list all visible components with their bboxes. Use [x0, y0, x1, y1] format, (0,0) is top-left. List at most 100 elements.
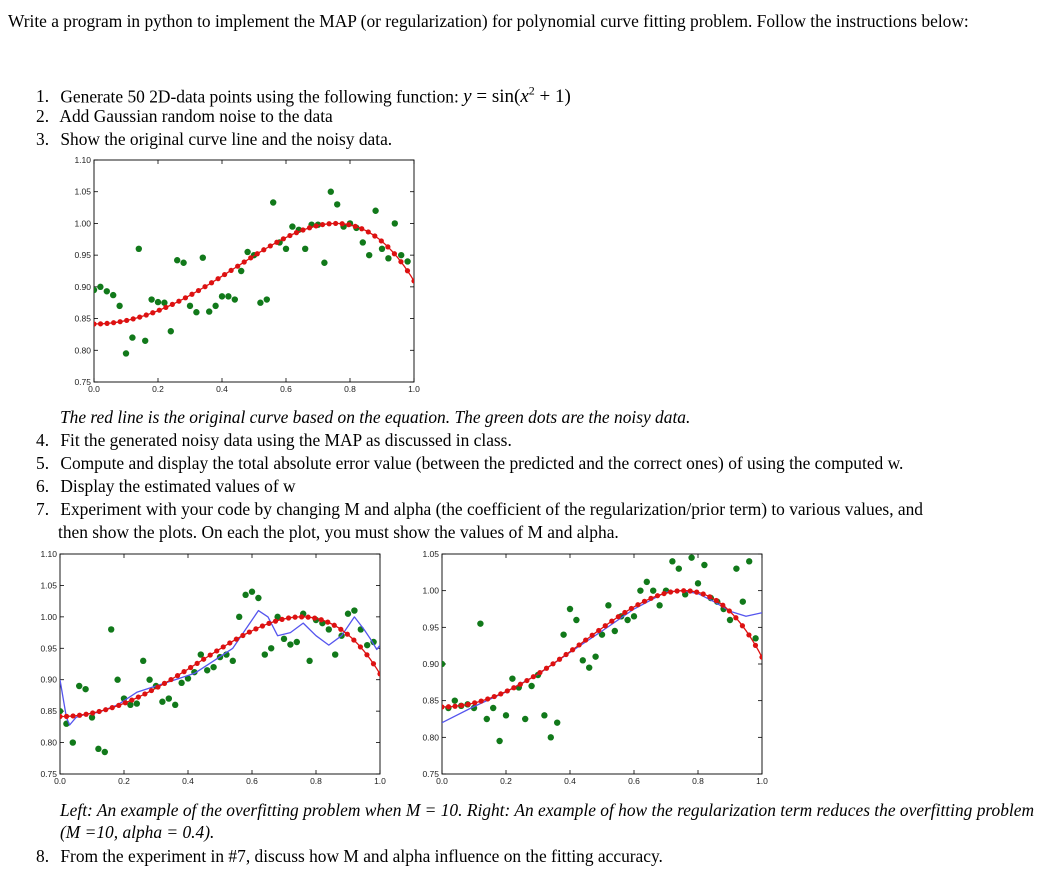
noisy-data-point: [161, 299, 168, 306]
y-tick-label: 1.00: [422, 586, 439, 596]
original-curve-point: [70, 713, 76, 719]
plot-frame: [59, 553, 381, 775]
original-curve-point: [83, 711, 89, 717]
original-curve-point: [285, 615, 292, 621]
noisy-data-point: [496, 737, 503, 745]
original-curve-point: [707, 594, 713, 600]
original-curve-point: [129, 697, 135, 703]
x-tick-label: 0.8: [692, 776, 704, 786]
noisy-data-point: [94, 286, 98, 294]
original-curve-point: [411, 278, 414, 284]
original-curve-point: [235, 263, 241, 269]
noisy-data-point: [554, 719, 561, 726]
y-tick-label: 0.75: [74, 377, 91, 387]
plot-area: [442, 554, 762, 745]
original-curve-point: [713, 597, 719, 604]
noisy-data-point: [238, 267, 245, 275]
list-item-text: Display the estimated values of w: [60, 476, 296, 496]
original-curve: [442, 590, 762, 708]
original-curve-point: [674, 588, 680, 594]
original-curve-point: [135, 694, 141, 700]
noisy-data-point: [701, 561, 708, 569]
original-curve-point: [377, 671, 380, 677]
noisy-data-point: [598, 631, 606, 638]
original-curve-point: [442, 704, 445, 710]
original-curve-point: [287, 232, 293, 239]
noisy-data-point: [325, 626, 332, 633]
original-curve-point: [155, 684, 161, 690]
original-curve-point: [667, 589, 674, 595]
original-curve-point: [357, 644, 364, 650]
noisy-data-point: [528, 682, 535, 690]
noisy-data-point: [88, 714, 96, 721]
original-curve-point: [194, 660, 200, 666]
noisy-data-point: [263, 296, 270, 303]
original-curve-point: [280, 236, 286, 242]
original-curve-point: [182, 295, 189, 301]
noisy-data-point: [656, 602, 663, 609]
noisy-data-point: [293, 638, 300, 646]
noisy-data-point: [178, 679, 185, 687]
original-curve-point: [404, 268, 411, 274]
list-item-text: Compute and display the total absolute e…: [60, 453, 904, 473]
x-tick-label: 0.0: [88, 384, 100, 394]
x-tick-label: 0.4: [216, 384, 228, 394]
noisy-data-point: [236, 613, 243, 621]
noisy-data-point: [231, 296, 238, 303]
original-curve-point: [517, 681, 523, 687]
x-tick-label: 0.2: [118, 776, 130, 786]
noisy-data-point: [186, 302, 194, 310]
x-tick-label: 0.2: [500, 776, 512, 786]
original-curve-point: [137, 314, 143, 320]
original-curve-point: [452, 703, 458, 709]
noisy-data-point: [364, 641, 371, 649]
noisy-data-point: [490, 704, 497, 712]
x-tick-label: 0.0: [436, 776, 448, 786]
noisy-data-point: [204, 667, 211, 674]
y-tick-label: 0.80: [422, 732, 439, 742]
noisy-data-point: [133, 700, 140, 707]
original-curve-point: [504, 688, 510, 694]
original-curve-point: [248, 255, 254, 261]
y-tick-label: 0.75: [40, 769, 57, 779]
noisy-data-point: [97, 283, 104, 291]
original-curve-point: [364, 652, 370, 658]
original-curve-point: [641, 598, 648, 604]
list-item-1: 1. Generate 50 2D-data points using the …: [36, 80, 571, 108]
original-curve-point: [90, 710, 96, 716]
noisy-data-point: [172, 701, 179, 709]
original-curve-point: [344, 631, 350, 637]
original-curve-point: [458, 702, 465, 709]
original-curve-point: [635, 602, 641, 608]
noisy-data-point: [244, 248, 251, 256]
noisy-data-point: [404, 258, 411, 265]
noisy-data-point: [103, 288, 110, 295]
original-curve-point: [615, 614, 621, 620]
original-curve-point: [700, 591, 706, 597]
noisy-data-point: [142, 337, 149, 344]
list-item-3: 3. Show the original curve line and the …: [36, 128, 392, 150]
original-curve-point: [550, 661, 556, 667]
noisy-data-point: [643, 578, 650, 586]
noisy-data-point: [739, 598, 746, 605]
noisy-data-point: [60, 707, 64, 715]
list-item-text: Experiment with your code by changing M …: [60, 499, 924, 519]
original-curve-point: [207, 652, 213, 658]
noisy-data-point: [541, 712, 548, 719]
original-curve-point: [201, 656, 207, 662]
noisy-data-point: [257, 299, 264, 306]
original-curve-point: [116, 702, 122, 708]
noisy-data-point: [302, 245, 309, 252]
original-curve: [60, 616, 380, 718]
noisy-data-point: [95, 745, 102, 753]
original-curve-point: [556, 656, 563, 662]
noisy-data-point: [148, 296, 155, 303]
equation-var: x: [520, 86, 529, 108]
noisy-data-point: [140, 657, 147, 665]
original-curve-point: [305, 614, 311, 620]
list-item-number: 4.: [36, 430, 50, 450]
noisy-data-point: [289, 223, 296, 230]
x-tick-label: 1.0: [756, 776, 768, 786]
fitted-curve: [60, 609, 380, 726]
original-curve-point: [110, 320, 117, 326]
